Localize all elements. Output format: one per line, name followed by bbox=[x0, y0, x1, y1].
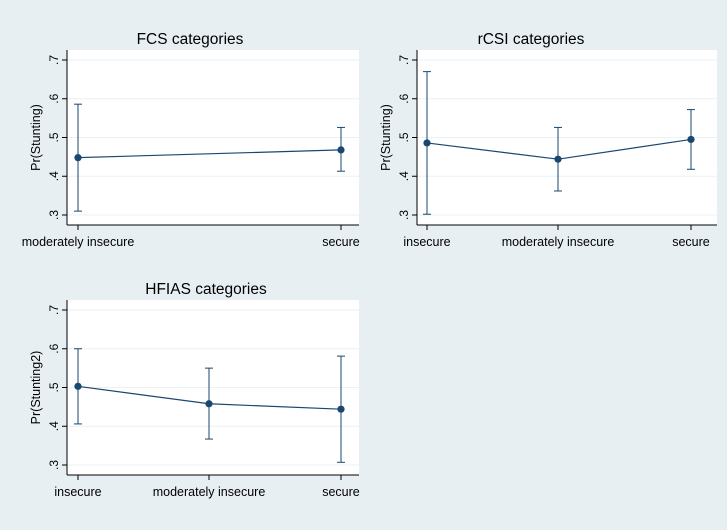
chart-panel-1: .3 .4 .5 .6 .7 moderately insecure secure FCS c… bbox=[22, 31, 360, 249]
y-axis-label: Pr(Stunting) bbox=[29, 104, 43, 171]
chart-title: rCSI categories bbox=[478, 31, 585, 48]
data-point bbox=[337, 146, 345, 154]
y-axis-label: Pr(Stunting2) bbox=[29, 351, 43, 425]
x-tick-label: secure bbox=[322, 485, 360, 499]
y-tick-label: .6 bbox=[47, 93, 61, 103]
chart-panel-3: .3 .4 .5 .6 .7 insecure moderately insecure sec… bbox=[29, 281, 360, 499]
y-tick-label: .7 bbox=[397, 55, 411, 65]
series-line bbox=[77, 149, 342, 159]
x-tick-label: secure bbox=[672, 235, 710, 249]
chart-title: HFIAS categories bbox=[145, 281, 267, 298]
y-tick-label: .7 bbox=[47, 305, 61, 315]
y-tick-label: .4 bbox=[47, 171, 61, 181]
data-point bbox=[687, 135, 695, 144]
data-point bbox=[423, 139, 431, 147]
data-point bbox=[554, 155, 562, 163]
x-tick-label: moderately insecure bbox=[153, 485, 266, 499]
y-tick-label: .4 bbox=[397, 171, 411, 181]
x-tick-label: insecure bbox=[54, 485, 101, 499]
data-point bbox=[74, 382, 82, 390]
data-point bbox=[337, 405, 345, 413]
y-tick-label: .7 bbox=[47, 55, 61, 65]
y-tick-label: .5 bbox=[47, 132, 61, 142]
chart-title: FCS categories bbox=[137, 31, 244, 48]
y-tick-label: .5 bbox=[47, 382, 61, 392]
y-axis-label: Pr(Stunting) bbox=[379, 104, 393, 171]
x-tick-label: moderately insecure bbox=[22, 235, 135, 249]
y-tick-label: .6 bbox=[47, 343, 61, 353]
y-tick-label: .5 bbox=[397, 132, 411, 142]
data-point bbox=[205, 400, 213, 408]
y-tick-label: .3 bbox=[47, 460, 61, 470]
x-tick-label: moderately insecure bbox=[502, 235, 615, 249]
chart-panel-2: .3 .4 .5 .6 .7 insecure moderately insecure sec… bbox=[379, 31, 717, 249]
y-tick-label: .3 bbox=[397, 210, 411, 220]
y-tick-label: .4 bbox=[47, 421, 61, 431]
x-tick-label: secure bbox=[322, 235, 360, 249]
y-tick-label: .3 bbox=[47, 210, 61, 220]
x-tick-label: insecure bbox=[403, 235, 450, 249]
data-point bbox=[74, 154, 82, 162]
y-tick-label: .6 bbox=[397, 93, 411, 103]
